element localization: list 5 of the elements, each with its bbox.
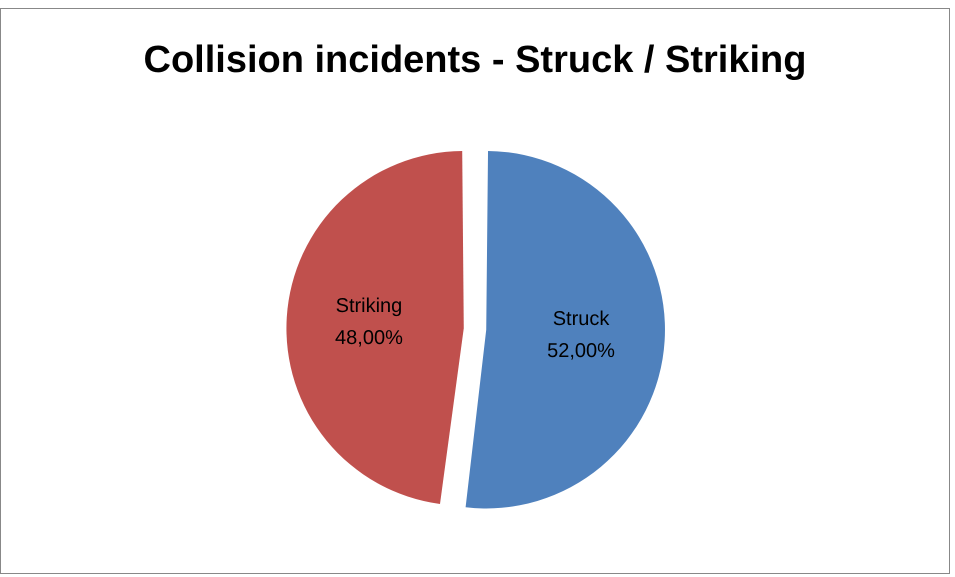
slice-label: Striking — [336, 294, 402, 317]
data-label: 52,00% — [547, 340, 616, 362]
slice-label: Struck — [552, 308, 610, 330]
chart-title: Collision incidents - Struck / Striking — [142, 39, 808, 82]
data-label: 48,00% — [335, 326, 404, 349]
